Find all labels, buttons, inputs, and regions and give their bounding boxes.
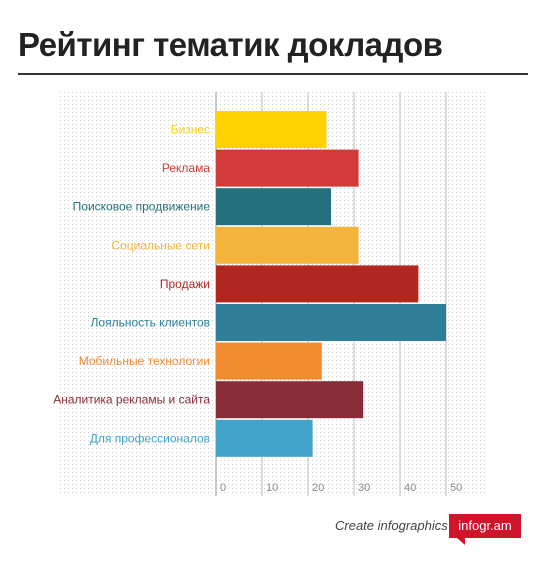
title-divider — [18, 73, 528, 75]
x-tick-label: 30 — [358, 482, 370, 494]
category-label: Социальные сети — [111, 238, 210, 252]
chart-title: Рейтинг тематик докладов — [18, 26, 443, 63]
bar — [216, 188, 331, 226]
bar — [216, 381, 364, 419]
category-label: Лояльность клиентов — [91, 316, 210, 330]
category-label: Бизнес — [171, 123, 210, 137]
x-tick-label: 40 — [404, 482, 416, 494]
bar — [216, 226, 359, 264]
infogram-logo[interactable]: infogr.am — [449, 514, 521, 538]
category-label: Реклама — [162, 161, 210, 175]
create-infographics-link[interactable]: Create infographics — [335, 518, 448, 533]
x-tick-label: 0 — [220, 482, 226, 494]
category-label: Для профессионалов — [90, 431, 210, 445]
bar — [216, 419, 313, 457]
category-label: Мобильные технологии — [79, 354, 210, 368]
infogram-logo-text: infogr.am — [458, 518, 512, 533]
category-label: Продажи — [160, 277, 210, 291]
x-tick-label: 20 — [312, 482, 324, 494]
x-tick-label: 50 — [450, 482, 462, 494]
bar — [216, 304, 446, 341]
category-label: Аналитика рекламы и сайта — [53, 393, 210, 407]
x-tick-label: 10 — [266, 482, 278, 494]
bar — [216, 149, 359, 187]
bar — [216, 111, 327, 148]
logo-tail-shape — [457, 538, 465, 545]
bar — [216, 265, 419, 303]
bar — [216, 342, 322, 380]
category-label: Поисковое продвижение — [73, 200, 211, 214]
